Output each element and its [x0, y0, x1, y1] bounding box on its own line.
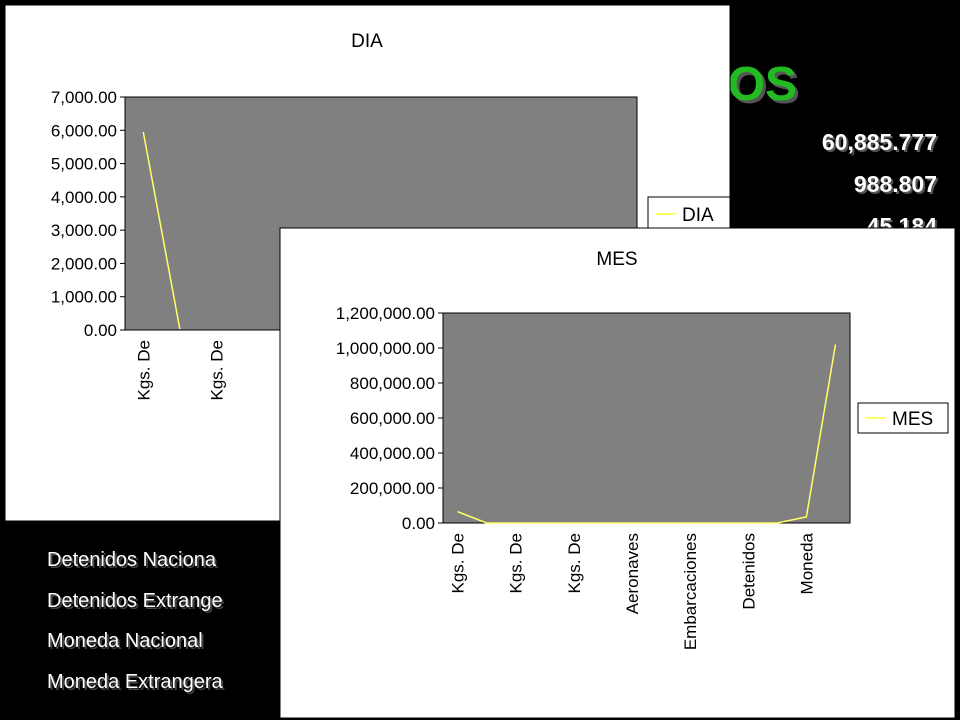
y-tick-label: 5,000.00: [51, 155, 117, 174]
x-tick-label: Embarcaciones: [681, 533, 700, 650]
plot-area: [442, 312, 851, 524]
slide-title: OS: [728, 58, 797, 111]
y-tick-label: 200,000.00: [350, 479, 435, 498]
x-tick-label: Moneda: [797, 532, 816, 594]
series-line: [457, 344, 837, 524]
value: 60,885.777: [822, 129, 937, 155]
x-tick-label: Detenidos: [739, 533, 758, 610]
x-tick-label: Kgs. De: [207, 340, 226, 400]
y-tick-label: 0.00: [84, 321, 117, 340]
list-item: Moneda Nacional: [47, 630, 203, 652]
x-tick-label: Kgs. De: [134, 340, 153, 400]
value: 988.807: [854, 171, 937, 197]
list-item: Detenidos Extrange: [47, 590, 223, 612]
y-tick-label: 800,000.00: [350, 374, 435, 393]
y-tick-label: 3,000.00: [51, 221, 117, 240]
chart-title: MES: [596, 249, 637, 270]
legend-label: MES: [892, 409, 933, 430]
series-line: [142, 131, 181, 330]
chart-title: DIA: [351, 31, 383, 52]
list-item: Moneda Extrangera: [47, 671, 224, 693]
x-tick-label: Kgs. De: [565, 533, 584, 593]
list-item: Detenidos Naciona: [47, 549, 217, 571]
x-tick-label: Kgs. De: [507, 533, 526, 593]
y-tick-label: 1,000,000.00: [336, 339, 435, 358]
y-tick-label: 1,200,000.00: [336, 304, 435, 323]
x-tick-label: Aeronaves: [623, 533, 642, 614]
y-tick-label: 6,000.00: [51, 121, 117, 140]
chart: MES 0.00 200,000.00 400,000.00 600,000.00 800…: [279, 227, 956, 719]
y-tick-label: 4,000.00: [51, 188, 117, 207]
y-tick-label: 1,000.00: [51, 288, 117, 307]
y-tick-label: 600,000.00: [350, 409, 435, 428]
y-tick-label: 400,000.00: [350, 444, 435, 463]
y-tick-label: 0.00: [402, 514, 435, 533]
legend-label: DIA: [682, 205, 714, 226]
y-tick-label: 7,000.00: [51, 88, 117, 107]
y-tick-label: 2,000.00: [51, 254, 117, 273]
x-tick-label: Kgs. De: [449, 533, 468, 593]
